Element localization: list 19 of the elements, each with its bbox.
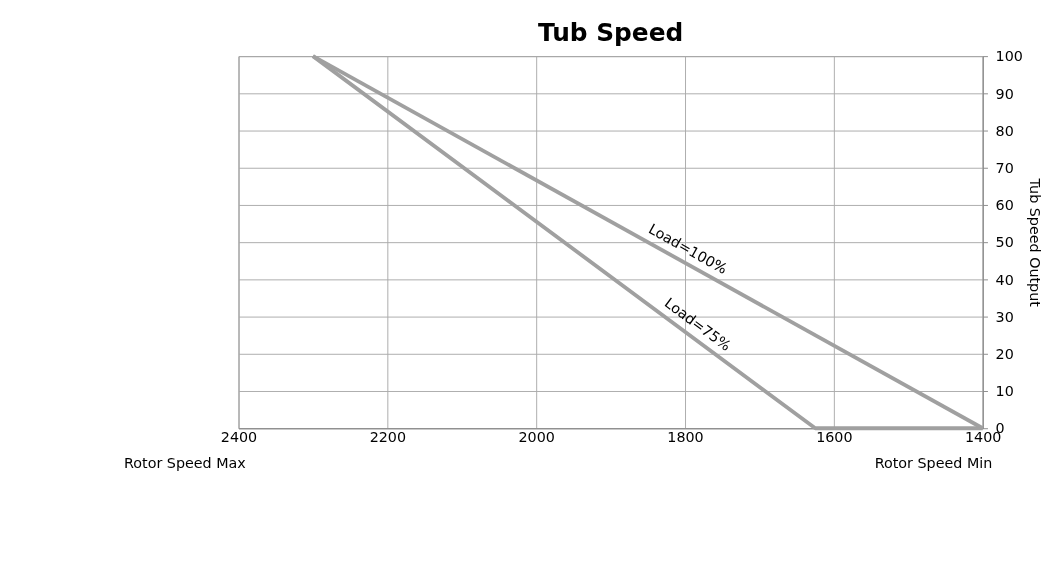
x-tick-label: 2200 xyxy=(369,429,407,446)
text: Rotor Speed Max xyxy=(124,455,246,472)
y2-tick-label: 80 xyxy=(995,122,1014,139)
x-tick-label: 1800 xyxy=(667,429,704,446)
x-tick-label: 1600 xyxy=(816,429,853,446)
y2-tick-label: 100 xyxy=(995,48,1023,65)
y2-tick-label: 90 xyxy=(995,85,1014,102)
y2-tick-label: 60 xyxy=(995,197,1014,214)
x-tick-label: 2000 xyxy=(518,429,555,446)
y2-tick-label: 20 xyxy=(995,346,1014,363)
chart-title: Tub Speed xyxy=(538,17,684,47)
y2-tick-label: 10 xyxy=(995,383,1014,400)
y2-tick-label: 40 xyxy=(995,271,1014,288)
text: Rotor Speed Min xyxy=(874,455,993,472)
y2-tick-label: 70 xyxy=(995,160,1014,177)
y2-axis-title: Tub Speed Output xyxy=(1026,177,1043,308)
x-tick-label: 2400 xyxy=(220,429,258,446)
y2-tick-label: 50 xyxy=(995,234,1014,251)
y2-tick-label: 30 xyxy=(995,308,1014,325)
